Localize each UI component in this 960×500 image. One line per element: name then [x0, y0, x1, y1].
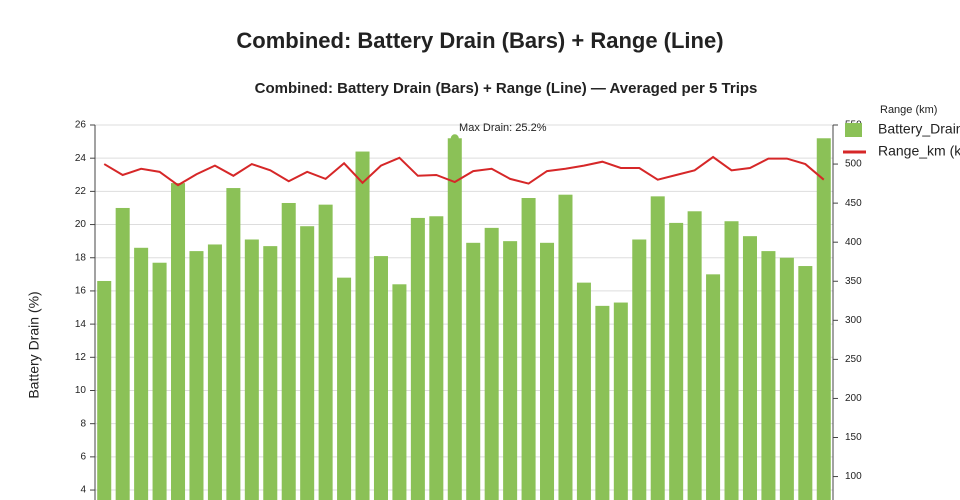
y2-tick-label: 100	[845, 471, 862, 482]
bar	[189, 251, 204, 500]
bar	[410, 217, 425, 500]
bar	[152, 262, 167, 500]
bar	[337, 277, 352, 500]
y2-tick-label: 200	[845, 393, 862, 404]
y-tick-label: 12	[75, 352, 87, 363]
bar	[484, 227, 499, 500]
y-tick-label: 22	[75, 186, 87, 197]
y-tick-label: 10	[75, 385, 87, 396]
bar	[97, 280, 112, 500]
bar	[281, 202, 296, 500]
bar	[226, 188, 241, 500]
bar	[576, 282, 591, 500]
bar	[373, 256, 388, 500]
bar	[613, 302, 628, 500]
bar	[595, 305, 610, 500]
y-tick-label: 8	[80, 418, 86, 429]
bar	[392, 284, 407, 500]
bar	[115, 207, 130, 500]
max-marker	[450, 134, 459, 143]
bar	[742, 236, 757, 500]
y2-tick-label: 250	[845, 354, 862, 365]
chart-subtitle: Combined: Battery Drain (Bars) + Range (…	[255, 80, 758, 97]
bar	[244, 239, 259, 500]
annotation: Max Drain: 25.2%	[459, 122, 547, 134]
legend-label: Range_km (km)	[878, 143, 960, 159]
bar	[171, 183, 186, 500]
bar	[318, 204, 333, 500]
bar	[521, 198, 536, 500]
bar	[650, 196, 665, 500]
bar	[816, 138, 831, 500]
y-tick-label: 18	[75, 252, 87, 263]
y-tick-label: 16	[75, 286, 87, 297]
y2-tick-label: 300	[845, 315, 862, 326]
y-tick-label: 6	[80, 451, 86, 462]
bar	[134, 247, 149, 500]
bar	[724, 221, 739, 500]
bar	[540, 242, 555, 500]
bar	[669, 222, 684, 500]
bar	[558, 194, 573, 500]
bar	[355, 151, 370, 500]
bar	[300, 226, 315, 500]
bar	[263, 246, 278, 500]
y2-tick-label: 400	[845, 237, 862, 248]
bar	[779, 257, 794, 500]
legend-swatch	[845, 123, 862, 137]
bar	[798, 266, 813, 500]
y-axis-title: Battery Drain (%)	[26, 291, 42, 398]
bar	[503, 241, 518, 500]
bar	[466, 242, 481, 500]
y2-tick-label: 150	[845, 432, 862, 443]
bar	[447, 138, 462, 500]
bar	[207, 244, 222, 500]
bar	[632, 239, 647, 500]
legend-label: Battery_Drain	[878, 121, 960, 137]
bar	[706, 274, 721, 500]
bar	[429, 216, 444, 500]
y2-tick-label: 350	[845, 276, 862, 287]
y-tick-label: 24	[75, 153, 87, 164]
y-tick-label: 20	[75, 219, 87, 230]
y2-tick-label: 500	[845, 159, 862, 170]
y2-tick-label: 450	[845, 198, 862, 209]
chart-title: Combined: Battery Drain (Bars) + Range (…	[236, 28, 723, 53]
line	[103, 155, 825, 187]
y2-axis-title: Range (km)	[880, 104, 937, 116]
y-tick-label: 26	[75, 120, 87, 131]
y-tick-label: 4	[80, 485, 86, 496]
bar	[761, 251, 776, 500]
bar	[687, 211, 702, 500]
y-tick-label: 14	[75, 319, 87, 330]
